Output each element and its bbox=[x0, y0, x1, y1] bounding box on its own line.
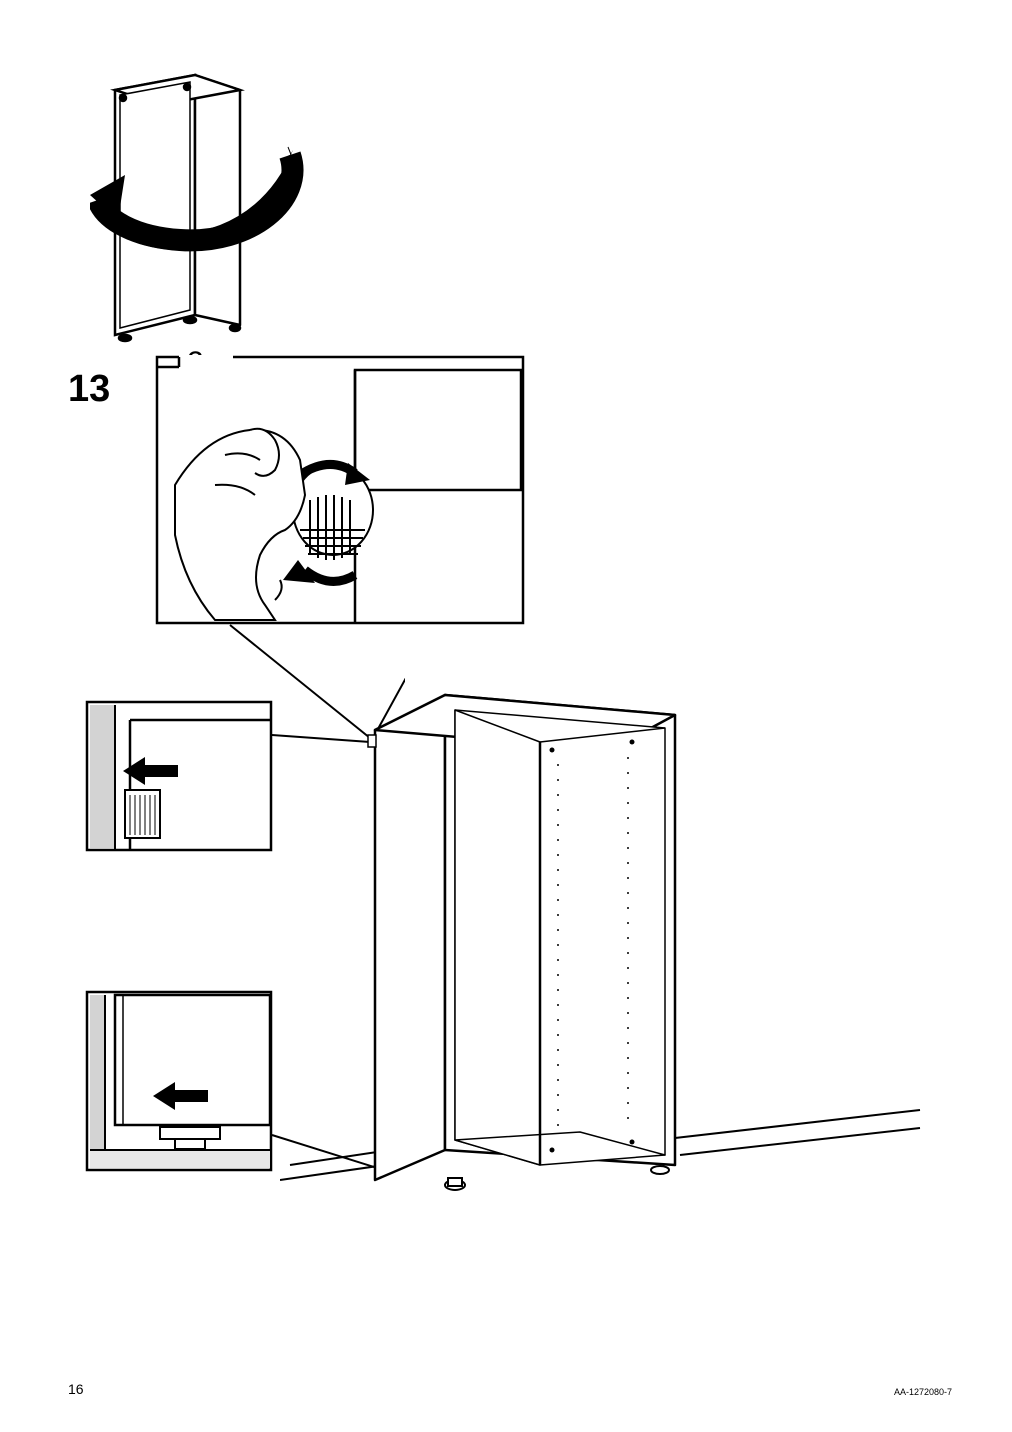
page-number: 16 bbox=[68, 1381, 84, 1397]
instruction-page: 13 2x bbox=[0, 0, 1012, 1432]
document-id: AA-1272080-7 bbox=[894, 1387, 952, 1397]
step-number: 13 bbox=[68, 368, 110, 411]
